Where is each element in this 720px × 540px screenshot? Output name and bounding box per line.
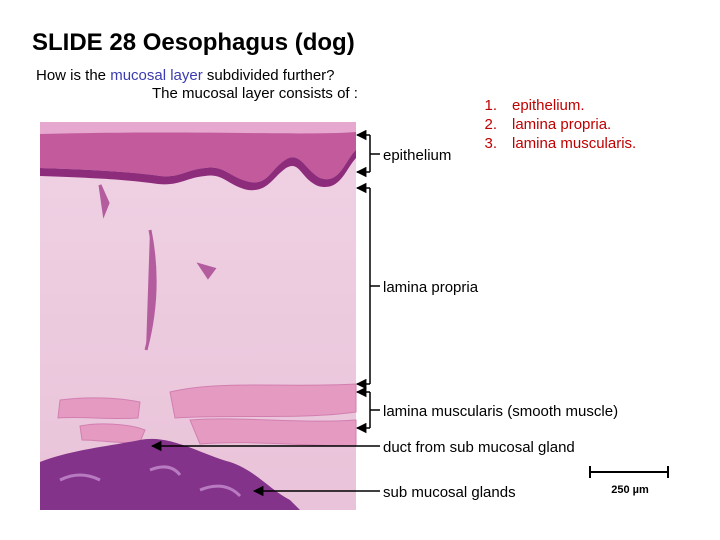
- question-highlight: mucosal layer: [110, 67, 203, 84]
- list-number: 1.: [484, 97, 497, 114]
- layer-list: 1. epithelium. 2. lamina propria. 3. lam…: [484, 97, 636, 152]
- label: duct from sub mucosal gland: [383, 439, 575, 456]
- label: sub mucosal glands: [383, 484, 516, 501]
- subtitle: The mucosal layer consists of :: [152, 85, 358, 102]
- question-text: How is the: [36, 67, 106, 84]
- title: SLIDE 28 Oesophagus (dog): [32, 29, 355, 56]
- micrograph: [40, 122, 357, 510]
- list-item: epithelium.: [512, 97, 585, 114]
- annotations: [150, 129, 380, 497]
- list-item: lamina muscularis.: [512, 135, 636, 152]
- label: lamina propria: [383, 279, 479, 296]
- label: epithelium: [383, 147, 451, 164]
- label: lamina muscularis (smooth muscle): [383, 403, 618, 420]
- question-text: subdivided further?: [207, 67, 335, 84]
- scale-bar: [589, 466, 669, 478]
- list-item: lamina propria.: [512, 116, 611, 133]
- list-number: 2.: [484, 116, 497, 133]
- annotation-labels: epithelium lamina propria lamina muscula…: [383, 147, 618, 501]
- scale-label: 250 µm: [611, 484, 649, 496]
- question: How is the mucosal layer subdivided furt…: [36, 67, 335, 84]
- list-number: 3.: [484, 135, 497, 152]
